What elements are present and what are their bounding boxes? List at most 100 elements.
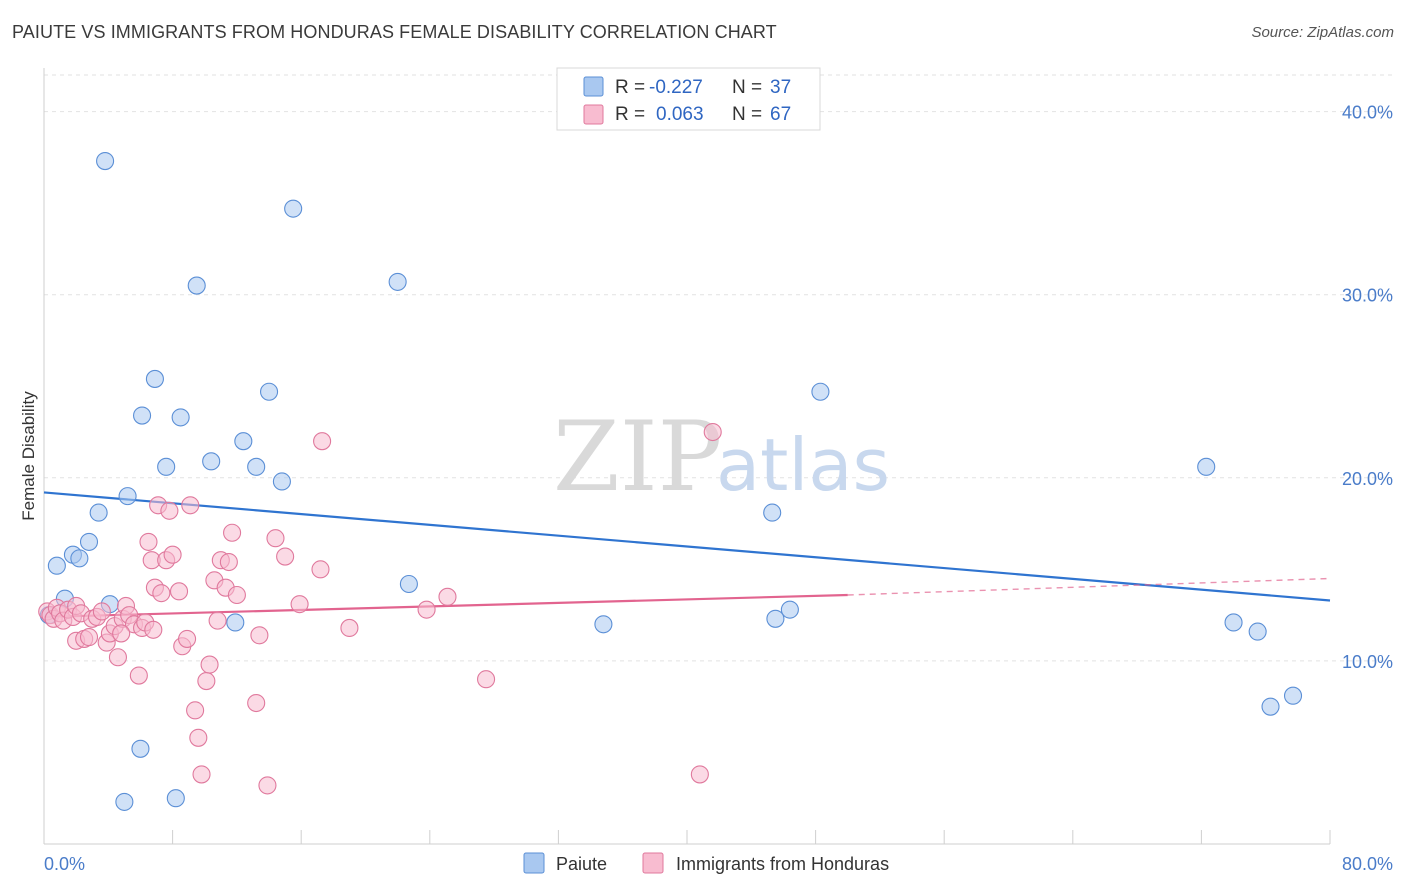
point-s1-54 [266,529,285,548]
point-s1-40 [189,728,208,747]
point-s0-32 [1261,697,1280,716]
point-s1-56 [290,595,309,614]
point-s0-1 [284,199,303,218]
point-s0-7 [171,408,190,427]
point-s1-60 [417,600,436,619]
legend-n-label-0: N = [732,77,762,98]
point-s0-14 [89,503,108,522]
point-s1-45 [208,611,227,630]
x-tick-label-max: 80.0% [1342,854,1393,874]
legend-n-label-1: N = [732,104,762,125]
point-s0-30 [1224,613,1243,632]
point-s0-6 [133,406,152,425]
point-s1-63 [703,422,722,442]
point-s0-3 [388,272,407,291]
point-s1-66 [144,620,163,639]
point-s0-28 [763,503,782,522]
point-s0-4 [145,369,164,388]
point-s0-26 [780,600,799,619]
point-s0-27 [811,382,830,401]
data-points [38,152,1303,811]
point-s1-24 [129,666,148,685]
point-s1-42 [197,671,216,691]
legend-swatch-honduras [583,104,604,125]
series-legend-swatch-paiute [523,852,545,874]
legend-r-label-0: R = [615,77,645,98]
trend-lines [43,491,1331,619]
point-s0-2 [187,276,206,295]
x-tick-label-min: 0.0% [44,854,85,874]
legend-r-value-0: -0.227 [649,77,703,98]
point-s0-5 [259,382,279,401]
y-tick-labels: 10.0% 20.0% 30.0% 40.0% [1342,103,1393,672]
point-s0-33 [1283,686,1303,705]
point-s1-49 [223,523,242,542]
point-s0-17 [70,549,89,568]
point-s1-50 [227,585,246,605]
point-s0-12 [272,472,291,491]
point-s1-35 [169,582,189,601]
point-s0-15 [79,532,99,551]
point-s0-24 [594,615,613,634]
point-s0-0 [96,152,115,171]
series-legend: Paiute Immigrants from Honduras [523,852,889,874]
point-s1-15 [92,602,111,621]
watermark-zip: ZIP [553,401,722,513]
point-s1-19 [108,648,127,667]
point-s1-41 [192,765,211,784]
point-s0-18 [47,556,66,575]
point-s1-43 [200,655,219,674]
point-s0-34 [131,739,150,758]
point-s0-36 [166,789,185,808]
point-s0-31 [1248,622,1267,641]
point-s1-37 [178,629,197,648]
point-s1-52 [250,626,269,645]
point-s1-62 [477,670,496,689]
point-s1-55 [276,547,295,566]
point-s0-8 [234,432,253,451]
watermark: ZIP atlas [553,401,890,513]
point-s0-29 [1197,457,1216,476]
point-s1-57 [311,560,330,579]
point-s1-39 [186,701,205,720]
point-s1-59 [340,618,359,637]
legend-n-value-1: 67 [770,104,791,125]
legend-r-label-1: R = [615,104,645,125]
point-s0-11 [247,457,266,476]
point-s1-65 [112,624,131,643]
y-tick-label-20: 20.0% [1342,469,1393,489]
legend-swatch-paiute [583,76,604,97]
series-legend-swatch-honduras [642,852,664,874]
y-tick-label-10: 10.0% [1342,652,1393,672]
point-s1-64 [690,765,709,784]
y-tick-label-30: 30.0% [1342,286,1393,306]
point-s1-38 [181,496,200,515]
chart-title: PAIUTE VS IMMIGRANTS FROM HONDURAS FEMAL… [12,22,777,42]
y-tick-label-40: 40.0% [1342,103,1393,123]
point-s1-31 [152,584,171,603]
point-s1-53 [258,776,277,795]
axes [43,68,1331,845]
point-s0-10 [157,457,176,476]
point-s0-9 [202,452,221,471]
grid [44,74,1393,662]
point-s1-27 [139,532,158,551]
point-s1-61 [438,587,457,606]
trend-line-1 [43,593,848,619]
source-credit: Source: ZipAtlas.com [1251,24,1394,41]
trend-line-0 [43,491,1331,602]
point-s1-12 [79,628,99,647]
legend-n-value-0: 37 [770,77,791,98]
point-s1-58 [313,432,332,451]
series-legend-honduras: Immigrants from Honduras [676,854,889,874]
legend-r-value-1: 0.063 [656,104,704,125]
point-s0-13 [118,487,137,506]
point-s1-51 [247,693,266,713]
point-s0-23 [399,574,418,594]
point-s1-34 [163,545,182,564]
trend-line-dashed-1 [847,577,1331,596]
point-s1-48 [219,552,238,572]
point-s0-25 [766,609,785,628]
point-s0-35 [115,792,134,811]
